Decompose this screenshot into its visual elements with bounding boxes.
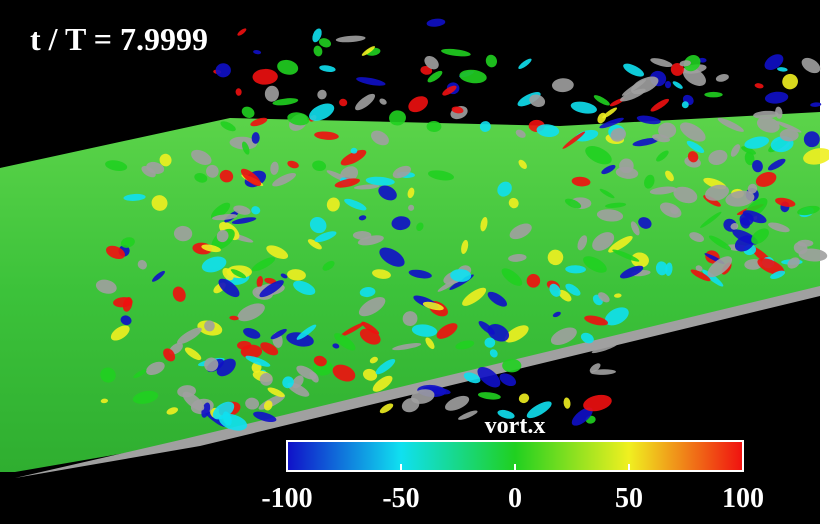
tick-label: 100 (722, 483, 764, 514)
eddy (704, 92, 722, 98)
eddy (485, 338, 496, 348)
colorbar-label: vort.x (485, 413, 546, 439)
tick-label: 50 (615, 483, 643, 514)
tick-label: -100 (261, 483, 312, 514)
page: t / T = 7.9999 vort.x -100-50050100 (() … (0, 0, 829, 524)
eddy (502, 359, 521, 373)
visualization: t / T = 7.9999 vort.x -100 -50 0 50 100 (0, 0, 829, 524)
tick-label: 0 (508, 483, 522, 514)
eddy (260, 373, 273, 386)
tick-label: -50 (382, 483, 419, 514)
eddy (665, 81, 671, 88)
time-label: t / T = 7.9999 (30, 21, 208, 57)
